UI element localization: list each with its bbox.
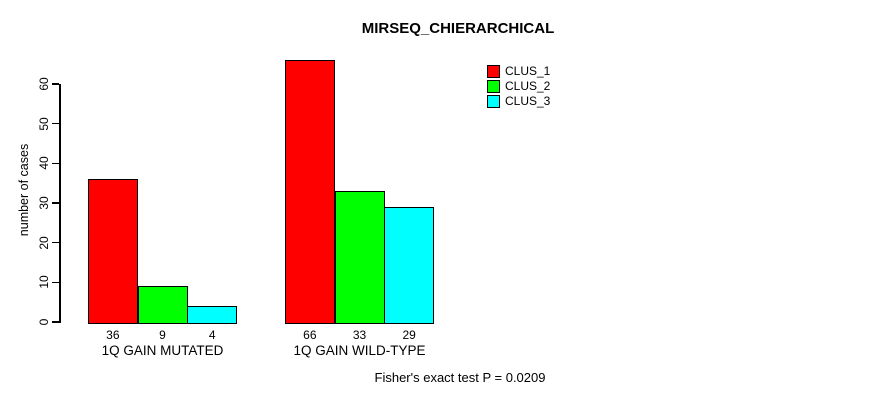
footer-note: Fisher's exact test P = 0.0209 [374, 370, 546, 385]
y-tick-mark [52, 281, 59, 284]
y-tick-mark [52, 202, 59, 204]
y-tick-mark [52, 83, 59, 85]
y-tick-mark [52, 162, 59, 165]
chart-title: MIRSEQ_CHIERARCHICAL [361, 20, 555, 37]
y-axis-line [59, 84, 61, 323]
bar-value-label: 66 [303, 328, 317, 342]
bar-value-label: 4 [208, 328, 216, 342]
bar-value-label: 36 [106, 328, 120, 342]
bar-clus_1 [88, 179, 138, 324]
legend-label: CLUS_3 [505, 94, 551, 108]
bar-clus_2 [138, 286, 188, 324]
legend: CLUS_1 CLUS_2 CLUS_3 [487, 64, 550, 109]
y-tick-mark [52, 122, 59, 125]
y-tick-label: 30 [37, 196, 51, 210]
y-tick-label: 0 [37, 318, 51, 326]
legend-label: CLUS_2 [505, 79, 551, 93]
y-tick-label: 60 [37, 77, 51, 91]
legend-swatch-clus_1 [487, 64, 500, 78]
legend-item: CLUS_3 [487, 94, 550, 108]
legend-label: CLUS_1 [505, 64, 551, 78]
y-tick-label: 50 [37, 116, 51, 131]
y-tick-label: 20 [37, 235, 51, 250]
y-tick-mark [52, 321, 59, 323]
bar-clus_3 [384, 206, 434, 324]
bar-clus_3 [187, 306, 237, 324]
y-tick-mark [52, 241, 59, 244]
bar-value-label: 9 [159, 328, 166, 342]
bar-value-label: 33 [352, 328, 367, 342]
legend-swatch-clus_3 [487, 94, 500, 108]
bar-clus_1 [285, 60, 335, 324]
legend-swatch-clus_2 [487, 79, 500, 93]
bar-value-label: 29 [402, 328, 416, 342]
y-tick-label: 10 [37, 275, 51, 290]
y-axis-label: number of cases [17, 143, 31, 237]
bar-clus_2 [335, 191, 385, 324]
x-group-label: 1Q GAIN MUTATED [101, 343, 224, 358]
x-group-label: 1Q GAIN WILD-TYPE [293, 343, 426, 358]
legend-item: CLUS_2 [487, 79, 550, 93]
y-tick-label: 40 [37, 156, 51, 171]
legend-item: CLUS_1 [487, 64, 550, 78]
